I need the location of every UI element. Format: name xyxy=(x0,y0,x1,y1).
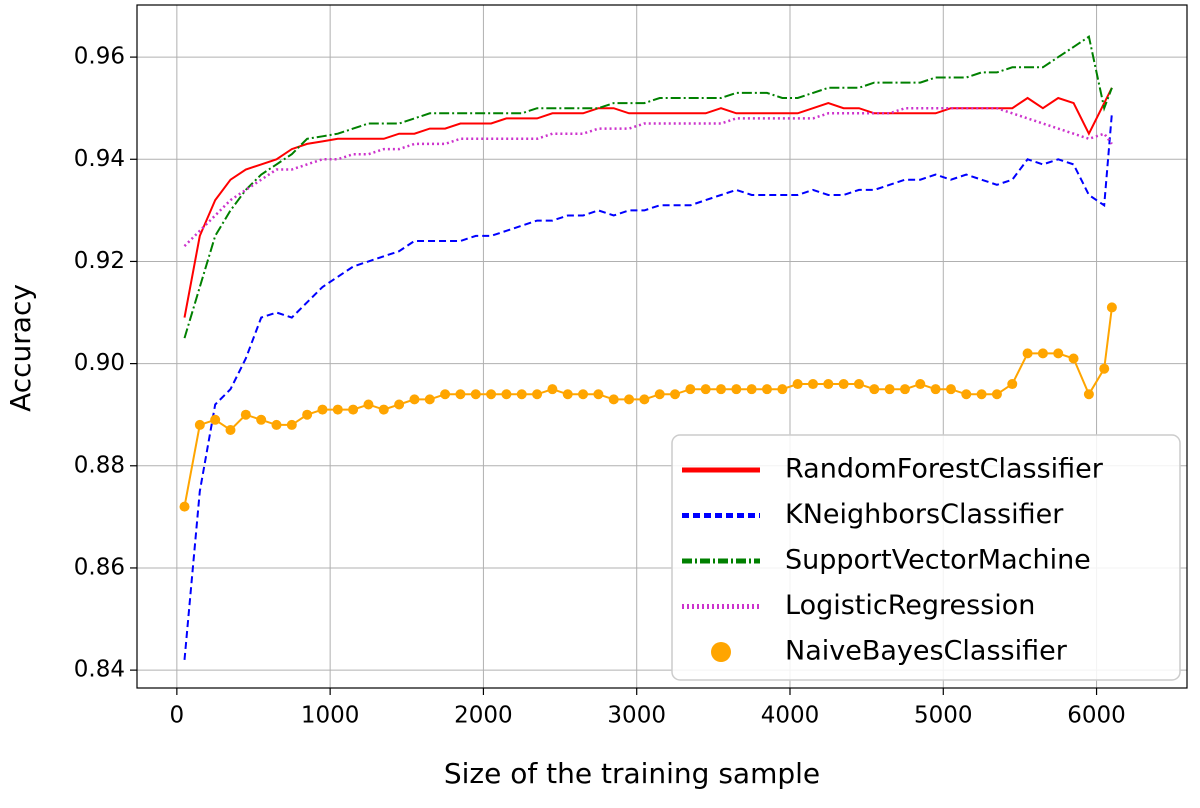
series-marker xyxy=(179,501,190,512)
series-marker xyxy=(991,389,1002,400)
x-tick-label: 4000 xyxy=(761,703,820,729)
series-marker xyxy=(317,404,328,415)
series-line xyxy=(183,87,1113,318)
series-marker xyxy=(853,379,864,390)
plot-frame xyxy=(136,4,1188,689)
series-marker xyxy=(332,404,343,415)
series-marker xyxy=(256,414,267,425)
series-marker xyxy=(1083,389,1094,400)
series-marker xyxy=(884,384,895,395)
y-tick-label: 0.94 xyxy=(74,146,125,172)
series-marker xyxy=(348,404,359,415)
series-marker xyxy=(593,389,604,400)
y-tick-label: 0.96 xyxy=(74,44,125,70)
series-marker xyxy=(792,379,803,390)
series-marker xyxy=(823,379,834,390)
series-marker xyxy=(271,419,282,430)
series-marker xyxy=(302,409,313,420)
series-marker xyxy=(1022,348,1033,359)
legend-label: LogisticRegression xyxy=(785,590,1035,621)
series-marker xyxy=(670,389,681,400)
series-marker xyxy=(516,389,527,400)
series-marker xyxy=(716,384,727,395)
series-marker xyxy=(486,389,497,400)
series-marker xyxy=(961,389,972,400)
series-line xyxy=(183,113,1113,660)
y-tick-label: 0.84 xyxy=(74,657,125,683)
series-marker xyxy=(869,384,880,395)
series-marker xyxy=(762,384,772,395)
series-marker xyxy=(945,384,956,395)
series-marker xyxy=(578,389,589,400)
series-marker xyxy=(685,384,696,395)
legend-label: KNeighborsClassifier xyxy=(785,499,1064,530)
series-marker xyxy=(1053,348,1064,359)
series-marker xyxy=(915,379,926,390)
x-tick-label: 2000 xyxy=(454,703,513,729)
series-marker xyxy=(240,409,251,420)
series-marker xyxy=(547,384,558,395)
x-tick-label: 6000 xyxy=(1067,703,1126,729)
series-marker xyxy=(470,389,481,400)
legend-box xyxy=(671,434,1181,681)
series-marker xyxy=(394,399,405,410)
series-marker xyxy=(639,394,650,405)
y-tick-label: 0.86 xyxy=(74,554,125,580)
series-marker xyxy=(532,389,543,400)
series-marker xyxy=(225,425,236,436)
series-marker xyxy=(194,419,205,430)
series-marker xyxy=(608,394,619,405)
legend-label: NaiveBayesClassifier xyxy=(785,636,1068,667)
series-marker xyxy=(210,414,221,425)
y-tick-label: 0.92 xyxy=(74,248,125,274)
series-line xyxy=(183,35,1113,339)
series-marker xyxy=(363,399,374,410)
series-marker xyxy=(731,384,742,395)
series-marker xyxy=(455,389,466,400)
series-marker xyxy=(286,419,297,430)
series-marker xyxy=(1106,302,1117,313)
series-marker xyxy=(624,394,635,405)
legend-label: RandomForestClassifier xyxy=(785,454,1104,485)
series-marker xyxy=(976,389,987,400)
series-marker xyxy=(424,394,435,405)
legend-marker xyxy=(711,642,731,662)
series-marker xyxy=(899,384,910,395)
series-marker xyxy=(440,389,451,400)
series-marker xyxy=(930,384,941,395)
series-marker xyxy=(562,389,573,400)
series-marker xyxy=(746,384,757,395)
x-tick-label: 3000 xyxy=(607,703,666,729)
series-marker xyxy=(1099,363,1110,374)
y-tick-label: 0.88 xyxy=(74,452,125,478)
y-axis-label: Accuracy xyxy=(4,284,37,412)
series-marker xyxy=(777,384,788,395)
series-marker xyxy=(654,389,665,400)
series-marker xyxy=(501,389,512,400)
y-tick-label: 0.90 xyxy=(74,350,125,376)
legend-label: SupportVectorMachine xyxy=(785,545,1091,576)
x-tick-label: 1000 xyxy=(301,703,360,729)
series-marker xyxy=(1068,353,1079,364)
x-axis-label: Size of the training sample xyxy=(444,757,820,790)
series-marker xyxy=(409,394,420,405)
series-marker xyxy=(700,384,711,395)
series-marker xyxy=(807,379,818,390)
x-tick-label: 5000 xyxy=(914,703,973,729)
series-marker xyxy=(1037,348,1048,359)
series-marker xyxy=(838,379,849,390)
series-marker xyxy=(378,404,389,415)
series-marker xyxy=(1007,379,1018,390)
series-line xyxy=(183,106,1113,247)
x-tick-label: 0 xyxy=(170,703,185,729)
